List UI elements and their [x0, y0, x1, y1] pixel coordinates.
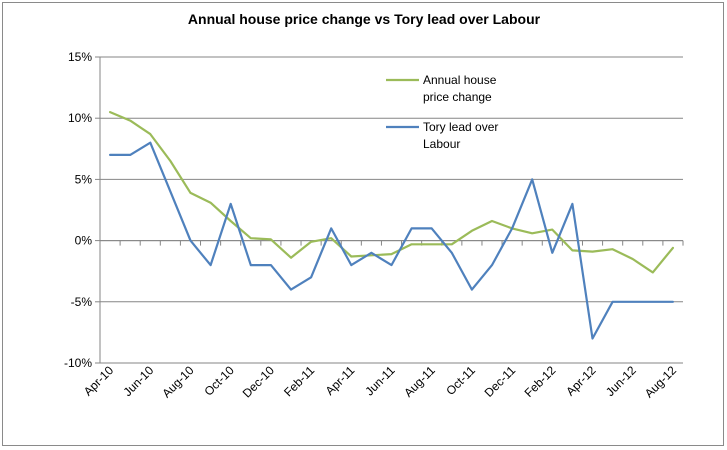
y-tick-label: -10% — [64, 356, 92, 370]
x-tick-label: Oct-11 — [443, 363, 478, 398]
y-tick-label: 10% — [68, 111, 92, 125]
x-tick-label: Aug-12 — [642, 363, 679, 400]
x-tick-label: Oct-10 — [201, 363, 237, 399]
x-tick-label: Dec-10 — [240, 363, 277, 400]
x-tick-label: Feb-12 — [522, 363, 559, 400]
x-axis-ticks: Apr-10 Jun-10 Aug-10 Oct-10 Dec-10 Feb-11 Apr-… — [81, 363, 679, 400]
x-tick-label: Jun-10 — [121, 363, 157, 399]
series-line-tory-lead — [108, 141, 675, 340]
x-tick-label: Apr-12 — [563, 363, 599, 399]
gridlines — [100, 56, 683, 364]
chart-title: Annual house price change vs Tory lead o… — [188, 11, 541, 27]
axes — [95, 56, 684, 364]
x-tick-label: Apr-11 — [323, 363, 358, 398]
legend-label: Tory lead over Labour — [423, 120, 498, 151]
legend: Annual house price change Tory lead over La… — [386, 73, 498, 151]
legend-label: Annual house price change — [423, 73, 497, 104]
line-chart: Annual house price change vs Tory lead o… — [64, 11, 684, 400]
y-tick-label: 5% — [75, 172, 93, 186]
chart-frame: Annual house price change vs Tory lead o… — [2, 2, 724, 446]
x-tick-label: Feb-11 — [281, 363, 317, 399]
x-tick-label: Jun-12 — [603, 363, 639, 399]
y-tick-label: -5% — [71, 295, 93, 309]
series-line-house-price — [108, 110, 675, 274]
x-tick-label: Dec-11 — [482, 363, 519, 400]
series-lines — [108, 110, 675, 340]
y-axis-ticks: 15% 10% 5% 0% -5% -10% — [64, 50, 92, 370]
x-tick-label: Aug-10 — [159, 363, 196, 400]
y-tick-label: 0% — [75, 234, 93, 248]
x-tick-label: Aug-11 — [401, 363, 438, 400]
x-tick-label: Jun-11 — [362, 363, 397, 398]
y-tick-label: 15% — [68, 50, 92, 64]
